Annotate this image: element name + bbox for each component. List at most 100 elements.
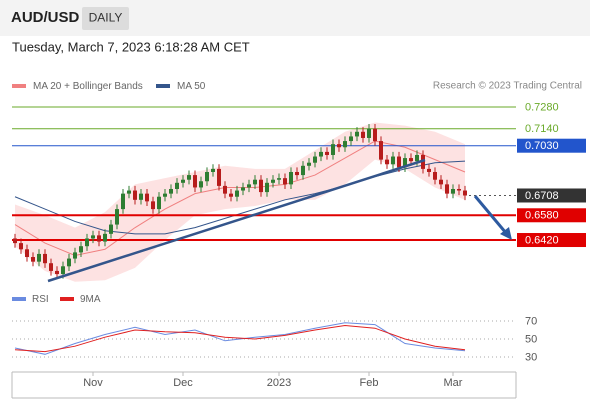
x-tick-label: Nov (83, 377, 103, 389)
candle-body (241, 187, 245, 191)
candle-body (439, 179, 443, 185)
candle-body (109, 224, 113, 234)
credit: Research © 2023 Trading Central (433, 81, 582, 92)
candle-body (121, 193, 125, 210)
candle-body (253, 179, 257, 185)
candle-body (55, 270, 59, 275)
candle-body (289, 171, 293, 185)
level-label: 0.6708 (525, 190, 559, 202)
candle-body (331, 144, 335, 155)
candle-body (247, 184, 251, 188)
candle-body (145, 193, 149, 202)
candle-body (85, 238, 89, 247)
level-label: 0.6580 (525, 210, 559, 222)
candle-body (43, 253, 47, 264)
candle-body (115, 209, 119, 225)
bollinger-band (15, 122, 465, 282)
candle-body (133, 190, 137, 200)
level-label: 0.7030 (525, 140, 559, 152)
candle-body (301, 165, 305, 176)
symbol: AUD/USD (11, 9, 80, 26)
legend-label: MA 50 (177, 81, 206, 92)
candle-body (127, 190, 131, 194)
candle-body (31, 257, 35, 262)
candle-body (307, 162, 311, 166)
trend-line (47, 158, 426, 283)
level-label: 0.7280 (525, 101, 559, 113)
candle-body (25, 249, 29, 258)
candle-body (61, 266, 65, 275)
legend-swatch (12, 84, 26, 88)
candle-body (283, 178, 287, 185)
legend-swatch (12, 297, 26, 301)
candle-body (277, 178, 281, 180)
candle-body (397, 156, 401, 168)
candle-body (103, 233, 107, 242)
y-tick-label: 50 (525, 333, 537, 345)
timeframe-badge (82, 7, 129, 30)
candle-body (337, 144, 341, 148)
candle-body (451, 188, 455, 194)
price-panel: 0.7280 0.7140 0.7030 0.6708 0.6580 0.6420 (12, 101, 586, 282)
candle-body (409, 158, 413, 162)
candle-body (217, 168, 221, 186)
level-label-box (517, 233, 586, 248)
candle-body (157, 196, 161, 210)
candle-body (205, 171, 209, 182)
x-tick-label: 2023 (267, 377, 291, 389)
candle-body (415, 154, 419, 162)
candle-body (385, 159, 389, 165)
legend-swatch (60, 297, 74, 301)
timeframe: DAILY (89, 11, 123, 25)
candle-body (73, 252, 77, 259)
candle-body (265, 182, 269, 193)
level-label-box (517, 208, 586, 223)
candle-body (151, 201, 155, 210)
candle-body (199, 181, 203, 188)
candle-body (427, 168, 431, 172)
level-label: 0.7140 (525, 123, 559, 135)
candle-body (19, 243, 23, 250)
candle-body (37, 253, 41, 262)
candle-body (169, 188, 173, 194)
level-label-box (517, 188, 586, 203)
forecast-arrowhead (500, 227, 512, 240)
forecast-arrow (473, 195, 508, 234)
candle-body (193, 175, 197, 188)
y-tick-label: 30 (525, 351, 537, 363)
candle-body (295, 171, 299, 176)
legend-swatch (156, 84, 170, 88)
candle-body (139, 193, 143, 200)
x-tick-label: Dec (173, 377, 193, 389)
candle-body (313, 156, 317, 163)
timestamp: Tuesday, March 7, 2023 6:18:28 AM CET (12, 39, 250, 54)
x-tick-label: Mar (444, 377, 463, 389)
level-label-box (517, 138, 586, 153)
candle-body (349, 136, 353, 142)
candle-body (91, 235, 95, 239)
candle-body (355, 131, 359, 137)
candle-body (211, 168, 215, 172)
legend-label: 9MA (80, 294, 101, 305)
candle-body (391, 156, 395, 165)
candle-body (79, 246, 83, 253)
rsi-panel: 30 50 70 (12, 315, 537, 363)
indicator-line (14, 324, 466, 353)
candle-body (373, 128, 377, 142)
candle-body (403, 158, 407, 168)
candle-body (259, 179, 263, 193)
candle-body (175, 182, 179, 189)
candle-body (367, 128, 371, 138)
candle-body (97, 235, 101, 242)
candle-body (13, 238, 17, 244)
candle-body (319, 151, 323, 157)
candle-body (343, 141, 347, 148)
indicator-line (14, 160, 466, 235)
candle-body (445, 184, 449, 194)
y-tick-label: 70 (525, 315, 537, 327)
candle-body (49, 263, 53, 271)
candle-body (463, 190, 467, 196)
legend-label: MA 20 + Bollinger Bands (33, 81, 143, 92)
candle-body (163, 193, 167, 197)
